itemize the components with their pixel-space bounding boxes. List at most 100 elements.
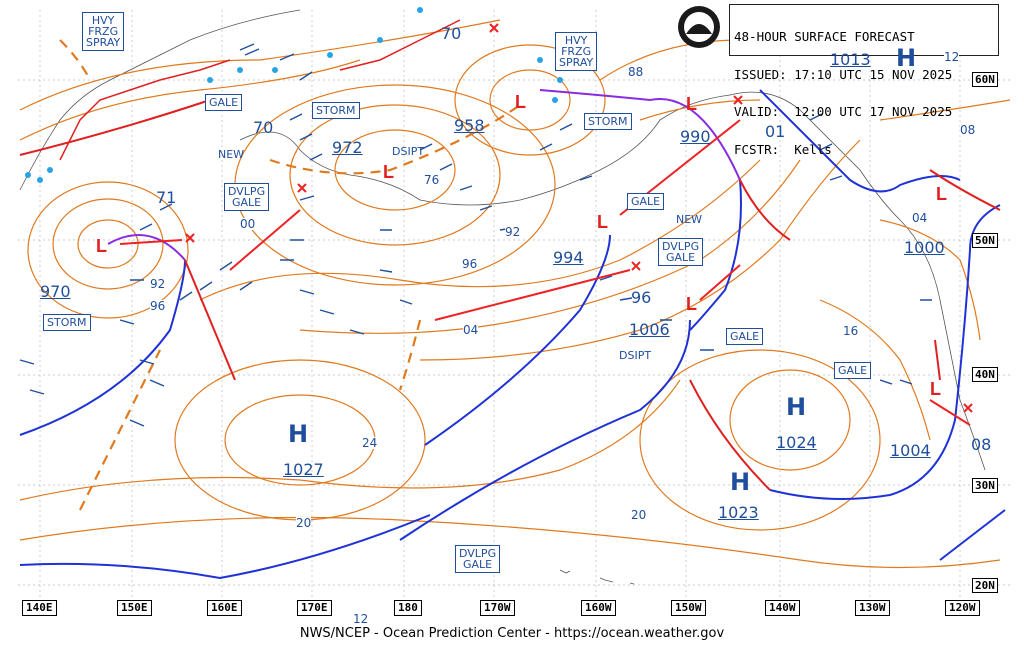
note-dsipt: DSIPT bbox=[619, 349, 652, 362]
high-pressure-value: 1024 bbox=[776, 433, 817, 452]
note-dsipt: DSIPT bbox=[392, 145, 425, 158]
contour-label: 71 bbox=[156, 188, 177, 207]
contour-label: 96 bbox=[631, 288, 652, 307]
warm-fronts bbox=[19, 99, 1001, 491]
contour-label: 04 bbox=[463, 323, 479, 337]
warning-box-dvlpg-gale: DVLPG GALE bbox=[455, 545, 501, 573]
warning-box-dvlpg-gale: DVLPG GALE bbox=[658, 238, 704, 266]
lon-label: 120W bbox=[945, 600, 980, 616]
low-centers: L L L L L L L L bbox=[96, 92, 947, 399]
occluded-fronts bbox=[107, 89, 741, 261]
contour-label: 20 bbox=[296, 516, 312, 530]
svg-text:L: L bbox=[686, 94, 697, 114]
lat-label: 50N bbox=[972, 233, 998, 248]
low-pressure-value: 990 bbox=[680, 127, 711, 146]
lon-label: 170W bbox=[480, 600, 515, 616]
warning-line: SPRAY bbox=[86, 36, 121, 49]
wind-barbs bbox=[19, 43, 932, 427]
svg-text:L: L bbox=[930, 379, 941, 399]
low-pressure-value: 1004 bbox=[890, 441, 931, 460]
high-center-symbol: H bbox=[288, 420, 309, 448]
lat-lon-grid bbox=[18, 10, 1010, 600]
lon-label: 150W bbox=[671, 600, 706, 616]
lon-label: 150E bbox=[117, 600, 152, 616]
lat-label: 60N bbox=[972, 72, 998, 87]
warning-line: HVY bbox=[564, 34, 588, 47]
warning-line: HVY bbox=[91, 14, 115, 27]
low-pressure-value: 958 bbox=[454, 116, 485, 135]
high-pressure-value: 1027 bbox=[283, 460, 324, 479]
contour-label: 70 bbox=[441, 24, 462, 43]
note-new: NEW bbox=[676, 213, 703, 226]
svg-text:L: L bbox=[515, 92, 526, 112]
high-center-symbol: H bbox=[730, 468, 751, 496]
warning-box-gale: GALE bbox=[834, 362, 872, 379]
warning-line: SPRAY bbox=[559, 56, 594, 69]
svg-text:L: L bbox=[383, 162, 394, 182]
low-pressure-value: 994 bbox=[553, 248, 584, 267]
x-marks bbox=[185, 23, 973, 413]
high-pressure-value: 1013 bbox=[830, 50, 871, 69]
ice-edge bbox=[59, 19, 461, 161]
header-line1: 48-HOUR SURFACE FORECAST bbox=[734, 29, 915, 44]
warning-line: DVLPG bbox=[228, 185, 266, 198]
warning-box-dvlpg-gale: DVLPG GALE bbox=[224, 183, 270, 211]
warning-line: GALE bbox=[231, 196, 262, 209]
header-line4: FCSTR: Kells bbox=[734, 141, 832, 157]
contour-label: 70 bbox=[253, 118, 274, 137]
svg-text:L: L bbox=[686, 294, 697, 314]
contour-label: 92 bbox=[505, 225, 521, 239]
contour-label: 08 bbox=[960, 123, 976, 137]
svg-text:L: L bbox=[597, 212, 608, 232]
warning-line: DVLPG bbox=[662, 240, 700, 253]
contour-label: 88 bbox=[628, 65, 644, 79]
footer-credit: NWS/NCEP - Ocean Prediction Center - htt… bbox=[299, 626, 725, 641]
warning-box-gale: GALE bbox=[205, 94, 243, 111]
low-pressure-value: 1000 bbox=[904, 238, 945, 257]
high-center-symbol: H bbox=[896, 44, 917, 72]
contour-label: 24 bbox=[362, 436, 378, 450]
warning-line: GALE bbox=[665, 251, 696, 264]
low-pressure-value: 972 bbox=[332, 138, 363, 157]
warning-box-gale: GALE bbox=[627, 193, 665, 210]
contour-label: 00 bbox=[240, 217, 256, 231]
svg-text:L: L bbox=[936, 184, 947, 204]
contour-label: 12 bbox=[944, 50, 960, 64]
lon-label: 170E bbox=[297, 600, 332, 616]
lon-label: 160E bbox=[207, 600, 242, 616]
header-line2: ISSUED: 17:10 UTC 15 NOV 2025 bbox=[734, 66, 953, 82]
low-pressure-value: 1006 bbox=[629, 320, 670, 339]
warning-box-storm: STORM bbox=[43, 314, 91, 331]
forecast-header: 48-HOUR SURFACE FORECAST ISSUED: 17:10 U… bbox=[729, 4, 999, 155]
contour-label: 08 bbox=[971, 435, 992, 454]
warning-box-hvy-frzg-spray: HVY FRZG SPRAY bbox=[555, 32, 598, 71]
warning-line: DVLPG bbox=[459, 547, 497, 560]
low-pressure-value: 970 bbox=[40, 282, 71, 301]
lon-label: 140E bbox=[22, 600, 57, 616]
freezing-spray-symbols bbox=[25, 7, 563, 183]
lon-label: 140W bbox=[765, 600, 800, 616]
lon-label: 160W bbox=[581, 600, 616, 616]
warning-line: FRZG bbox=[561, 45, 592, 58]
svg-text:L: L bbox=[96, 236, 107, 256]
lon-label: 130W bbox=[855, 600, 890, 616]
contour-label: 92 bbox=[150, 277, 166, 291]
lat-label: 40N bbox=[972, 367, 998, 382]
lat-label: 20N bbox=[972, 578, 998, 593]
warning-box-storm: STORM bbox=[312, 102, 360, 119]
lat-label: 30N bbox=[972, 478, 998, 493]
contour-label: 20 bbox=[631, 508, 647, 522]
warning-box-gale: GALE bbox=[726, 328, 764, 345]
contour-label: 76 bbox=[424, 173, 440, 187]
dashed-troughs bbox=[59, 39, 521, 511]
note-new: NEW bbox=[218, 148, 245, 161]
contour-label: 16 bbox=[843, 324, 859, 338]
high-pressure-value: 1023 bbox=[718, 503, 759, 522]
contour-label: 04 bbox=[912, 211, 928, 225]
noaa-logo bbox=[678, 6, 720, 48]
contour-label: 96 bbox=[462, 257, 478, 271]
warning-line: GALE bbox=[462, 558, 493, 571]
warning-box-hvy-frzg-spray: HVY FRZG SPRAY bbox=[82, 12, 125, 51]
high-center-symbol: H bbox=[786, 393, 807, 421]
